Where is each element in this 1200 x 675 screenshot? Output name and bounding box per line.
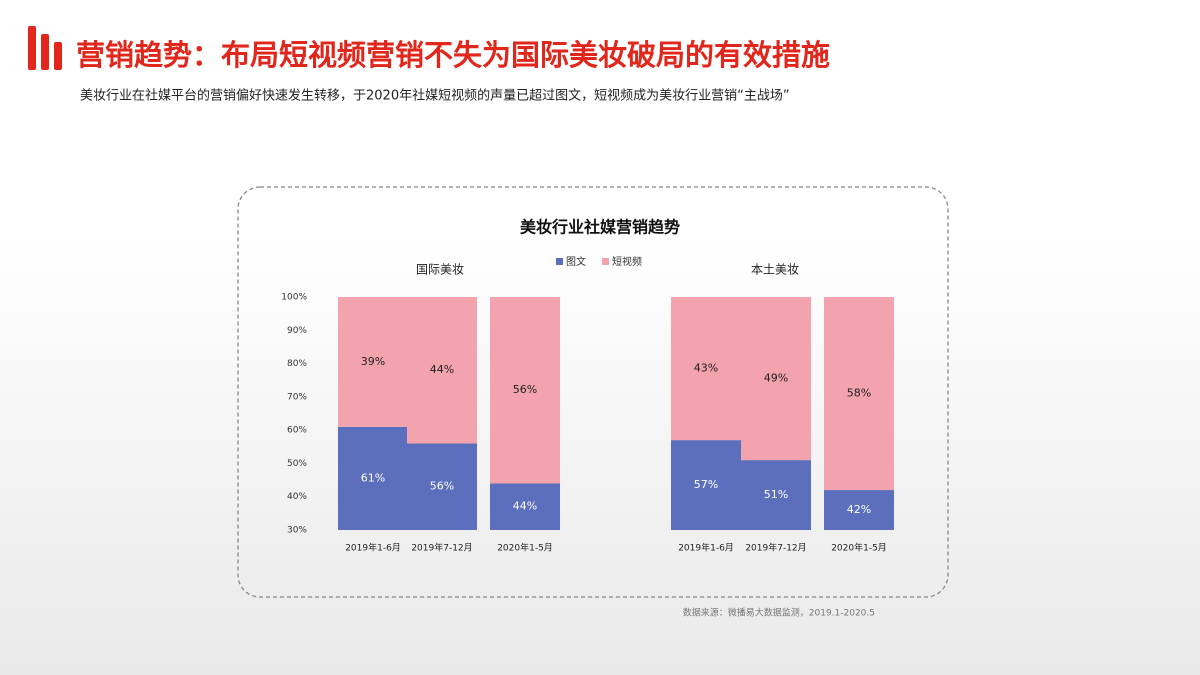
bar-segment	[824, 490, 894, 530]
y-tick-label: 80%	[287, 359, 307, 369]
bar-segment	[671, 440, 741, 530]
x-tick-label: 2019年1-6月	[345, 542, 401, 554]
source-note: 数据来源：微播易大数据监测，2019.1-2020.5	[683, 607, 875, 619]
slide-subtitle: 美妆行业在社媒平台的营销偏好快速发生转移，于2020年社媒短视频的声量已超过图文…	[80, 88, 790, 104]
logo	[28, 26, 62, 70]
legend-label: 短视频	[612, 255, 642, 268]
value-label: 56%	[513, 383, 537, 396]
y-tick-label: 90%	[287, 326, 307, 336]
figure-title: 美妆行业社媒营销趋势	[520, 218, 680, 237]
bar-segment	[338, 426, 408, 530]
value-label: 61%	[361, 471, 385, 484]
bar-segment	[671, 297, 741, 441]
value-label: 43%	[694, 362, 718, 375]
value-label: 42%	[847, 503, 871, 516]
value-label: 56%	[430, 480, 454, 493]
y-tick-label: 30%	[287, 526, 307, 536]
bar-segment	[407, 443, 477, 530]
x-tick-label: 2020年1-5月	[497, 542, 553, 554]
x-tick-label: 2019年1-6月	[678, 542, 734, 554]
x-tick-label: 2019年7-12月	[411, 542, 472, 554]
bar-segment	[338, 297, 408, 427]
slide-title: 营销趋势：布局短视频营销不失为国际美妆破局的有效措施	[76, 38, 830, 72]
bar-segment	[407, 297, 477, 444]
y-tick-label: 100%	[281, 293, 307, 303]
chart-frame	[237, 186, 949, 598]
group-title: 本土美妆	[751, 263, 799, 277]
bar-segment	[490, 483, 560, 530]
y-tick-label: 40%	[287, 492, 307, 502]
y-tick-label: 60%	[287, 426, 307, 436]
value-label: 49%	[764, 372, 788, 385]
value-label: 44%	[513, 500, 537, 513]
value-label: 44%	[430, 363, 454, 376]
bar-segment	[741, 460, 811, 530]
value-label: 57%	[694, 478, 718, 491]
legend-label: 图文	[566, 255, 586, 268]
y-tick-label: 50%	[287, 459, 307, 469]
legend-swatch	[602, 258, 609, 265]
value-label: 51%	[764, 488, 788, 501]
bar-segment	[824, 297, 894, 491]
x-tick-label: 2019年7-12月	[745, 542, 806, 554]
value-label: 39%	[361, 355, 385, 368]
legend-swatch	[556, 258, 563, 265]
value-label: 58%	[847, 387, 871, 400]
x-tick-label: 2020年1-5月	[831, 542, 887, 554]
group-title: 国际美妆	[416, 263, 464, 277]
y-tick-label: 70%	[287, 392, 307, 402]
bar-segment	[490, 297, 560, 484]
bar-segment	[741, 297, 811, 461]
